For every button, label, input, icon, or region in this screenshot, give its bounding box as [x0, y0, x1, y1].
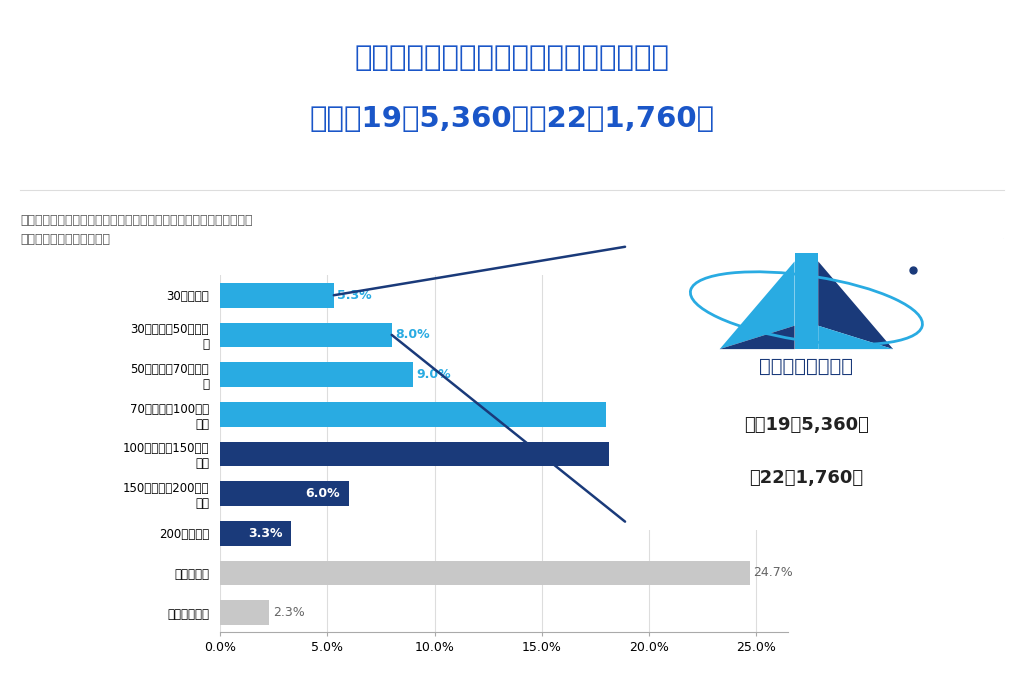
Bar	[220, 560, 750, 585]
Text: 5.3%: 5.3%	[337, 289, 372, 302]
Bar	[220, 481, 349, 506]
Text: じゅけラボ予備校: じゅけラボ予備校	[760, 357, 853, 376]
Bar	[220, 600, 269, 625]
Polygon shape	[818, 326, 893, 349]
Text: 18.0%: 18.0%	[609, 408, 652, 421]
FancyBboxPatch shape	[601, 232, 1012, 539]
Text: 年間約19万5,360円〜22万1,760円: 年間約19万5,360円〜22万1,760円	[309, 105, 715, 133]
Polygon shape	[720, 261, 795, 349]
Text: 3.3%: 3.3%	[248, 527, 283, 540]
Text: じゅけラボは大手予備校レベルの教育が: じゅけラボは大手予備校レベルの教育が	[354, 44, 670, 72]
Text: 9.0%: 9.0%	[417, 368, 451, 381]
Text: 毎月の授業料や特別講習費、入会金など初期費用も含めた、年間の合
計費用を教えてください。: 毎月の授業料や特別講習費、入会金など初期費用も含めた、年間の合 計費用を教えてく…	[20, 214, 253, 246]
Bar	[220, 521, 291, 545]
Text: 6.0%: 6.0%	[305, 487, 340, 500]
Text: 年間19万5,360円: 年間19万5,360円	[744, 416, 868, 434]
Bar	[220, 322, 392, 347]
Bar	[220, 402, 606, 426]
Polygon shape	[818, 261, 893, 349]
Bar	[220, 362, 413, 387]
Bar	[220, 283, 334, 307]
Text: 24.7%: 24.7%	[753, 566, 793, 579]
Polygon shape	[795, 253, 818, 349]
Text: 2.3%: 2.3%	[272, 606, 304, 619]
Text: 8.0%: 8.0%	[395, 328, 430, 341]
Bar	[220, 441, 1024, 466]
Text: 〜22万1,760円: 〜22万1,760円	[750, 469, 863, 487]
Polygon shape	[720, 326, 795, 349]
